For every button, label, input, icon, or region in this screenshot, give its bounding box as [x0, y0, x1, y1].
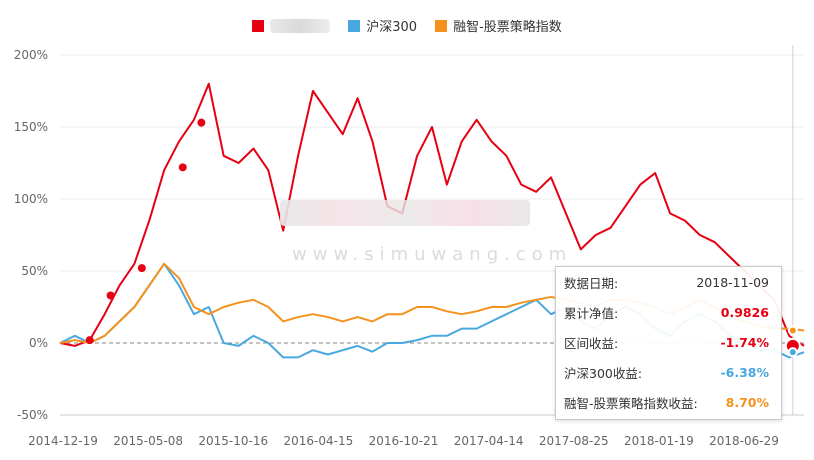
series-marker [178, 163, 187, 172]
legend-label-fund-redacted [270, 18, 331, 33]
y-tick-label: -50% [17, 408, 48, 422]
legend-item-fund[interactable] [252, 16, 331, 35]
tooltip-label: 累计净值: [564, 305, 619, 321]
series-marker [197, 118, 206, 127]
hover-cursor [784, 45, 801, 415]
tooltip-value: 2018-11-09 [696, 274, 769, 290]
cursor-point-2 [787, 325, 798, 336]
data-tooltip: 数据日期: 2018-11-09 累计净值: 0.9826 区间收益: -1.7… [555, 266, 782, 420]
series-markers [85, 118, 206, 345]
tooltip-row-hs300: 沪深300收益: -6.38% [556, 357, 781, 387]
x-tick-label: 2016-10-21 [369, 434, 439, 448]
y-axis-ticks: 200% 150% 100% 50% 0% -50% [14, 48, 48, 422]
series-marker [137, 264, 146, 273]
x-tick-label: 2017-04-14 [454, 434, 524, 448]
legend-swatch-hs300 [348, 19, 361, 32]
tooltip-label: 区间收益: [564, 335, 619, 351]
y-tick-label: 200% [14, 48, 48, 62]
legend-swatch-fund [252, 19, 265, 32]
legend-label-index: 融智-股票策略指数 [453, 20, 562, 35]
tooltip-label: 沪深300收益: [564, 365, 643, 381]
legend-item-index[interactable]: 融智-股票策略指数 [435, 16, 562, 35]
y-tick-label: 0% [29, 336, 48, 350]
tooltip-row-index: 融智-股票策略指数收益: 8.70% [556, 387, 781, 417]
series-marker [106, 291, 115, 300]
tooltip-value: 0.9826 [720, 304, 769, 320]
x-axis-ticks: 2014-12-19 2015-05-08 2015-10-16 2016-04-15… [28, 434, 779, 448]
y-tick-label: 50% [21, 264, 48, 278]
x-tick-label: 2018-01-19 [624, 434, 694, 448]
chart-legend: 沪深300 融智-股票策略指数 [0, 16, 814, 35]
tooltip-value: 8.70% [725, 394, 769, 410]
x-tick-label: 2017-08-25 [539, 434, 609, 448]
x-tick-label: 2015-10-16 [198, 434, 268, 448]
tooltip-row-return: 区间收益: -1.74% [556, 327, 781, 357]
tooltip-row-date: 数据日期: 2018-11-09 [556, 267, 781, 297]
x-tick-label: 2016-04-15 [284, 434, 354, 448]
x-tick-label: 2018-06-29 [709, 434, 779, 448]
series-marker [85, 336, 94, 345]
y-tick-label: 150% [14, 120, 48, 134]
tooltip-label: 融智-股票策略指数收益: [564, 395, 698, 411]
x-tick-label: 2014-12-19 [28, 434, 98, 448]
legend-item-hs300[interactable]: 沪深300 [348, 16, 417, 35]
legend-label-hs300: 沪深300 [366, 20, 418, 35]
tooltip-value: -6.38% [720, 364, 769, 380]
x-tick-label: 2015-05-08 [113, 434, 183, 448]
tooltip-value: -1.74% [720, 334, 769, 350]
series-line-0 [59, 82, 805, 347]
tooltip-row-nav: 累计净值: 0.9826 [556, 297, 781, 327]
legend-swatch-index [435, 19, 448, 32]
tooltip-label: 数据日期: [564, 275, 619, 291]
cursor-point-1 [787, 347, 798, 358]
y-tick-label: 100% [14, 192, 48, 206]
